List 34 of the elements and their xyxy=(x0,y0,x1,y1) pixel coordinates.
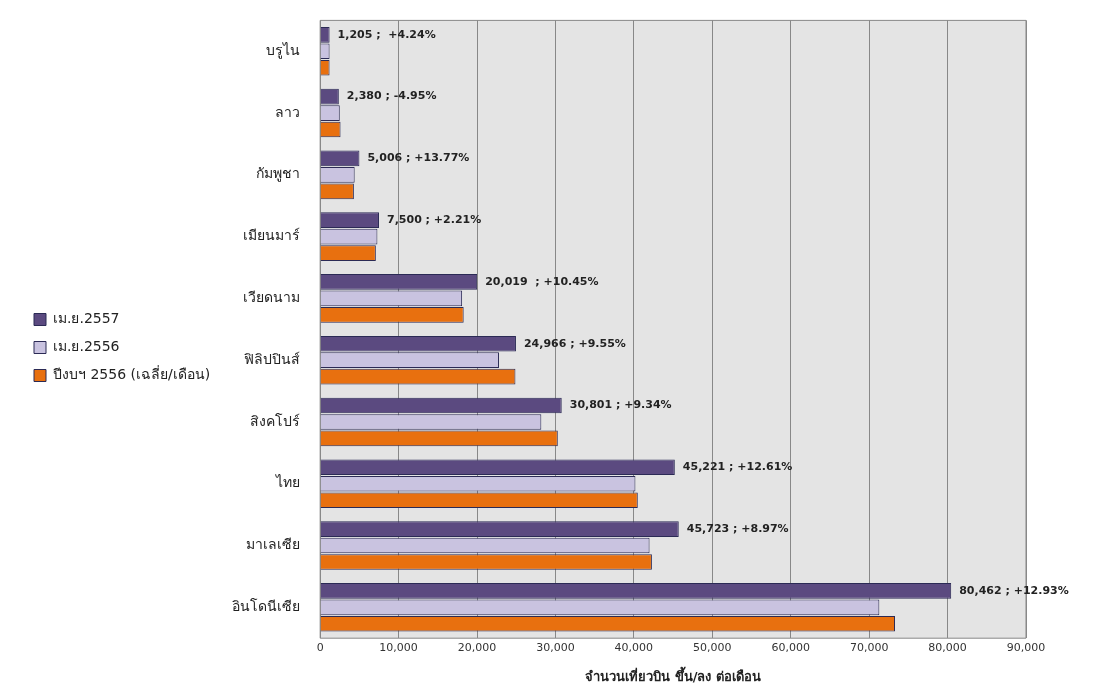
y-tick-label: ไทย xyxy=(275,474,301,491)
data-label: 30,801 ; +9.34% xyxy=(569,398,672,412)
data-label: 2,380 ; -4.95% xyxy=(346,89,437,103)
y-tick-label: บรูไน xyxy=(266,41,301,59)
x-tick-label: 40,000 xyxy=(614,640,654,654)
y-tick-label: ฟิลิปปินส์ xyxy=(244,350,301,367)
legend-label: เม.ย.2556 xyxy=(53,338,120,355)
y-tick-label: เมียนมาร์ xyxy=(243,227,301,244)
data-label: 24,966 ; +9.55% xyxy=(523,336,626,350)
x-axis-title: จำนวนเที่ยวบิน ขึ้น/ลง ต่อเดือน xyxy=(585,665,761,684)
x-tick-label: 90,000 xyxy=(1006,640,1046,654)
y-tick-label: สิงคโปร์ xyxy=(250,412,301,429)
x-tick-label: 50,000 xyxy=(693,640,732,654)
x-tick-label: 20,000 xyxy=(457,640,497,654)
y-tick-label: ลาว xyxy=(275,103,301,120)
y-tick-label: กัมพูชา xyxy=(256,165,301,183)
x-tick-label: 10,000 xyxy=(379,640,418,654)
data-label: 7,500 ; +2.21% xyxy=(386,213,482,227)
x-tick-label: 70,000 xyxy=(849,640,889,654)
x-tick-label: 30,000 xyxy=(536,640,575,654)
data-label: 5,006 ; +13.77% xyxy=(367,151,470,165)
x-tick-label: 60,000 xyxy=(771,640,810,654)
legend-label: ปีงบฯ 2556 (เฉลี่ย/เดือน) xyxy=(53,365,211,383)
y-tick-label: เวียดนาม xyxy=(243,289,301,306)
legend-label: เม.ย.2557 xyxy=(53,310,120,327)
data-label: 80,462 ; +12.93% xyxy=(959,583,1069,597)
x-tick-label: 80,000 xyxy=(928,640,967,654)
data-label: 20,019 ; +10.45% xyxy=(485,274,599,288)
data-label: 1,205 ; +4.24% xyxy=(337,27,436,41)
data-label: 45,221 ; +12.61% xyxy=(682,460,793,474)
x-tick-label: 0 xyxy=(316,640,324,654)
data-label: 45,723 ; +8.97% xyxy=(686,521,789,535)
y-tick-label: มาเลเซีย xyxy=(246,536,301,553)
y-tick-label: อินโดนีเซีย xyxy=(232,597,301,614)
